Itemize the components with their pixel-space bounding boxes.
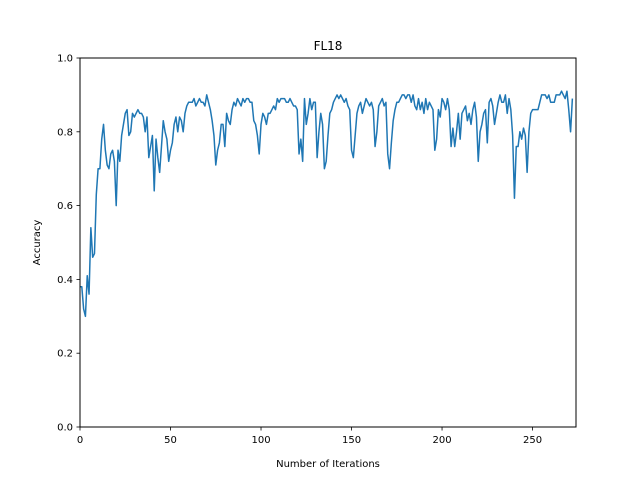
x-tick-label: 100	[251, 435, 270, 446]
series-layer	[80, 90, 574, 318]
x-axis-label: Number of Iterations	[276, 459, 380, 470]
y-tick-label: 0.2	[57, 349, 73, 360]
y-tick-label: 0.8	[57, 127, 73, 138]
x-tick-label: 0	[77, 435, 83, 446]
y-axis-label: Accuracy	[32, 220, 43, 266]
plot-frame	[79, 57, 577, 428]
series-line	[80, 90, 574, 318]
x-tick-label: 50	[164, 435, 177, 446]
y-axis-ticks: 0.0 0.2 0.4 0.6 0.8 1.0	[57, 54, 80, 434]
y-tick-label: 0.4	[57, 275, 73, 286]
x-tick-label: 200	[432, 435, 451, 446]
x-tick-label: 150	[342, 435, 361, 446]
y-tick-label: 1.0	[57, 54, 73, 65]
x-axis-ticks: 0 50 100 150 200 250	[77, 427, 542, 446]
y-tick-label: 0.6	[57, 201, 73, 212]
chart-title: FL18	[314, 39, 343, 53]
x-tick-label: 250	[523, 435, 542, 446]
y-tick-label: 0.0	[57, 423, 73, 434]
